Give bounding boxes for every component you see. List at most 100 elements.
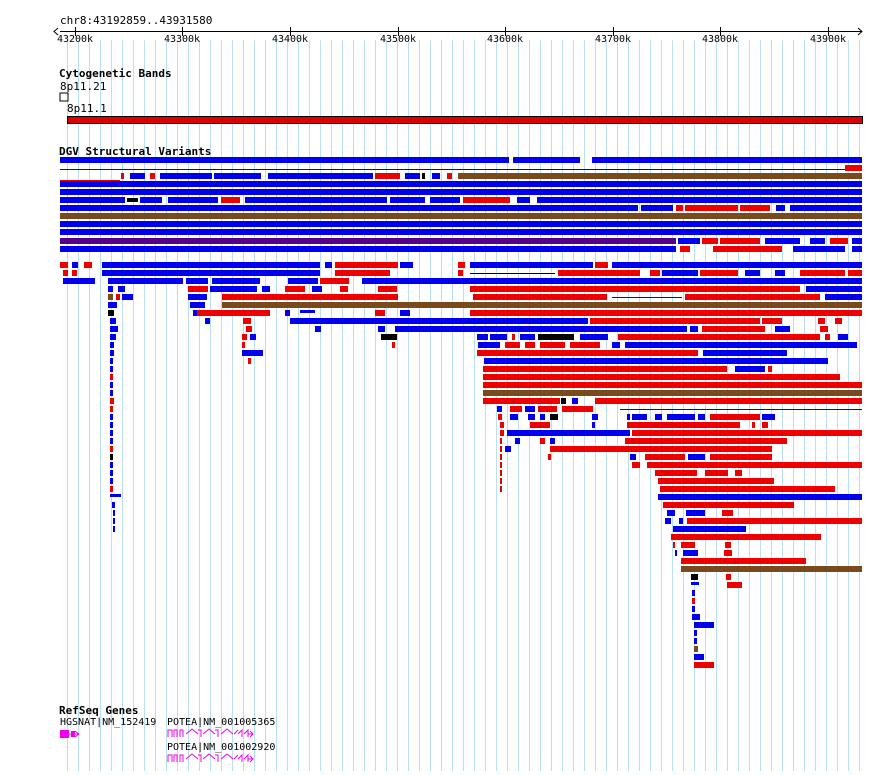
dgv-feature[interactable] <box>647 462 862 468</box>
dgv-feature[interactable] <box>110 446 113 452</box>
dgv-feature[interactable] <box>632 462 640 468</box>
dgv-feature[interactable] <box>113 518 115 524</box>
dgv-feature[interactable] <box>340 286 348 292</box>
dgv-feature[interactable] <box>679 518 683 524</box>
dgv-feature[interactable] <box>60 262 68 268</box>
dgv-feature[interactable] <box>432 173 440 179</box>
dgv-feature[interactable] <box>852 238 862 244</box>
dgv-feature[interactable] <box>727 582 742 588</box>
dgv-feature[interactable] <box>710 414 760 420</box>
dgv-feature[interactable] <box>378 286 397 292</box>
dgv-feature[interactable] <box>60 197 125 203</box>
dgv-feature[interactable] <box>500 446 502 452</box>
dgv-feature[interactable] <box>673 526 746 532</box>
dgv-feature[interactable] <box>700 270 738 276</box>
dgv-feature[interactable] <box>108 302 117 308</box>
dgv-feature[interactable] <box>705 470 728 476</box>
dgv-feature[interactable] <box>268 173 373 179</box>
dgv-feature[interactable] <box>702 238 718 244</box>
dgv-feature[interactable] <box>483 390 862 396</box>
dgv-feature[interactable] <box>210 286 257 292</box>
dgv-feature[interactable] <box>775 270 785 276</box>
dgv-feature[interactable] <box>140 197 162 203</box>
dgv-feature[interactable] <box>312 286 322 292</box>
dgv-feature[interactable] <box>473 294 607 300</box>
dgv-feature[interactable] <box>713 246 782 252</box>
dgv-feature[interactable] <box>108 286 113 292</box>
dgv-feature[interactable] <box>595 398 862 404</box>
dgv-feature[interactable] <box>110 486 113 492</box>
dgv-feature[interactable] <box>650 270 660 276</box>
dgv-feature[interactable] <box>243 318 251 324</box>
dgv-feature[interactable] <box>110 422 113 428</box>
dgv-feature[interactable] <box>483 382 862 388</box>
dgv-feature[interactable] <box>470 286 800 292</box>
dgv-feature[interactable] <box>248 358 251 364</box>
dgv-feature[interactable] <box>510 406 522 412</box>
dgv-feature[interactable] <box>500 462 502 468</box>
dgv-feature[interactable] <box>110 438 113 444</box>
dgv-feature[interactable] <box>687 518 862 524</box>
dgv-feature[interactable] <box>838 334 848 340</box>
dgv-feature[interactable] <box>405 173 420 179</box>
dgv-feature[interactable] <box>478 342 500 348</box>
dgv-feature[interactable] <box>618 334 820 340</box>
dgv-feature[interactable] <box>113 510 115 516</box>
dgv-feature[interactable] <box>537 197 862 203</box>
dgv-feature[interactable] <box>540 414 545 420</box>
dgv-feature[interactable] <box>570 342 600 348</box>
dgv-feature[interactable] <box>540 342 565 348</box>
dgv-feature[interactable] <box>390 197 425 203</box>
dgv-feature[interactable] <box>692 606 695 612</box>
dgv-feature[interactable] <box>300 310 315 313</box>
dgv-feature[interactable] <box>580 334 608 340</box>
dgv-feature[interactable] <box>694 622 714 628</box>
dgv-feature[interactable] <box>193 310 197 316</box>
dgv-feature[interactable] <box>110 334 116 340</box>
dgv-feature[interactable] <box>477 334 488 340</box>
gene-potea-2[interactable] <box>167 753 254 763</box>
dgv-feature[interactable] <box>632 430 862 436</box>
dgv-feature[interactable] <box>197 310 270 316</box>
dgv-feature[interactable] <box>110 350 114 356</box>
dgv-feature[interactable] <box>665 518 671 524</box>
dgv-feature[interactable] <box>658 494 862 500</box>
dgv-feature[interactable] <box>720 238 760 244</box>
dgv-feature[interactable] <box>108 294 113 300</box>
dgv-feature[interactable] <box>762 414 775 420</box>
dgv-feature[interactable] <box>515 438 520 444</box>
dgv-feature[interactable] <box>84 262 92 268</box>
dgv-feature[interactable] <box>592 157 862 163</box>
dgv-feature[interactable] <box>320 278 349 284</box>
dgv-feature[interactable] <box>458 173 862 179</box>
dgv-feature[interactable] <box>160 173 212 179</box>
dgv-feature[interactable] <box>60 246 676 252</box>
dgv-feature[interactable] <box>500 486 502 492</box>
dgv-feature[interactable] <box>60 189 862 195</box>
dgv-feature[interactable] <box>110 358 113 364</box>
dgv-feature[interactable] <box>685 294 820 300</box>
dgv-feature[interactable] <box>680 246 690 252</box>
dgv-feature[interactable] <box>820 326 828 332</box>
dgv-feature[interactable] <box>60 221 862 227</box>
dgv-feature[interactable] <box>483 366 727 372</box>
dgv-feature[interactable] <box>625 438 787 444</box>
dgv-feature[interactable] <box>688 454 705 460</box>
dgv-feature[interactable] <box>505 342 520 348</box>
dgv-feature[interactable] <box>726 574 731 580</box>
dgv-feature[interactable] <box>550 414 558 420</box>
dgv-feature[interactable] <box>242 342 245 348</box>
dgv-feature[interactable] <box>513 157 580 163</box>
dgv-feature[interactable] <box>590 318 760 324</box>
dgv-feature[interactable] <box>110 374 113 380</box>
dgv-feature[interactable] <box>630 454 636 460</box>
dgv-feature[interactable] <box>130 173 145 179</box>
dgv-feature[interactable] <box>655 414 662 420</box>
dgv-feature[interactable] <box>510 414 518 420</box>
dgv-feature[interactable] <box>392 342 395 348</box>
dgv-feature[interactable] <box>528 414 535 420</box>
dgv-feature[interactable] <box>335 262 398 268</box>
dgv-feature[interactable] <box>118 286 125 292</box>
dgv-feature[interactable] <box>681 558 806 564</box>
dgv-feature[interactable] <box>702 326 765 332</box>
